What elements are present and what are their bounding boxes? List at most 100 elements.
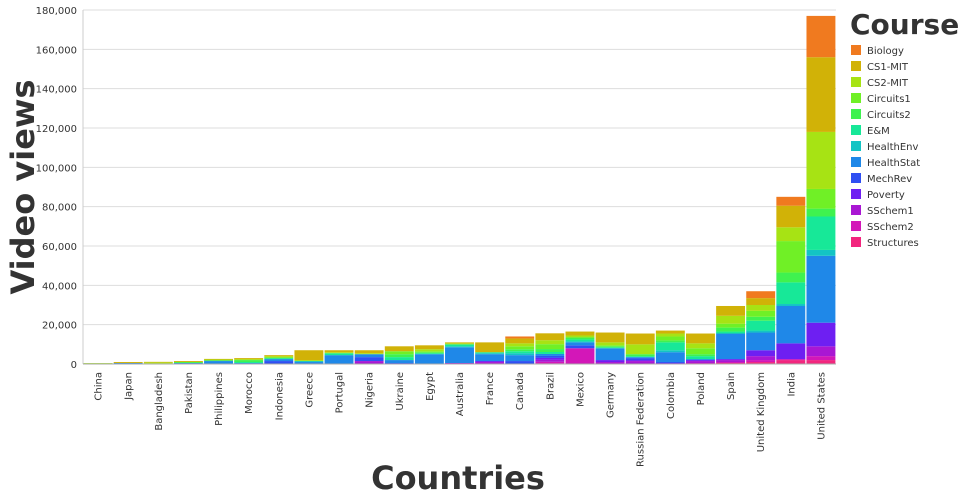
bar-segment	[234, 359, 264, 361]
bar-segment	[354, 361, 384, 364]
x-tick-label: Portugal	[335, 372, 346, 413]
bar-segment	[595, 346, 625, 348]
bar-segment	[264, 355, 294, 357]
bar-segment	[565, 342, 595, 346]
legend-label: SSchem1	[867, 206, 914, 217]
bar-segment	[535, 352, 565, 354]
bar-segment	[776, 343, 806, 360]
y-tick-label: 120,000	[36, 124, 77, 135]
legend-swatch	[851, 205, 861, 215]
bar-segment	[384, 357, 414, 361]
bar-segment	[324, 355, 354, 364]
bar-segment	[595, 362, 625, 364]
bar-segment	[625, 361, 655, 364]
bar-segment	[535, 349, 565, 352]
bar-segment	[806, 249, 836, 256]
bar-segment	[625, 360, 655, 362]
bar-segment	[655, 330, 685, 334]
bar-segment	[324, 350, 354, 353]
legend-label: Circuits2	[867, 110, 911, 121]
bar-segment	[655, 352, 685, 363]
legend-title: Course	[850, 8, 959, 41]
bar-segment	[264, 357, 294, 359]
bar-segment	[776, 282, 806, 305]
legend-swatch	[851, 221, 861, 231]
bar-segment	[204, 360, 233, 362]
bar-segment	[806, 208, 836, 217]
x-tick-label: Egypt	[425, 372, 436, 401]
x-tick-label: China	[94, 372, 105, 401]
bar-segment	[686, 354, 715, 357]
bar-segment	[414, 354, 444, 364]
bar-segment	[565, 335, 595, 338]
x-tick-label: Brazil	[545, 372, 556, 400]
bar-segment	[294, 350, 324, 361]
bar-segment	[776, 272, 806, 283]
bar-segment	[686, 356, 715, 360]
bar-segment	[746, 360, 776, 363]
bar-segment	[234, 358, 264, 360]
bar-segment	[716, 360, 746, 363]
bar-segment	[535, 355, 565, 358]
y-tick-label: 140,000	[36, 85, 77, 96]
bar-segment	[535, 357, 565, 360]
bar-segment	[264, 356, 294, 358]
x-tick-label: Mexico	[575, 372, 586, 407]
bar-segment	[354, 357, 384, 362]
x-tick-label: Ukraine	[395, 372, 406, 411]
legend-label: Structures	[867, 238, 919, 249]
bar-segment	[535, 359, 565, 362]
bar-segment	[414, 349, 444, 352]
bar-segment	[173, 361, 203, 363]
bar-segment	[505, 355, 535, 362]
x-tick-label: United States	[816, 372, 827, 440]
x-tick-label: Nigeria	[365, 372, 376, 408]
bar-segment	[354, 353, 384, 355]
bar-segment	[505, 361, 535, 364]
legend-label: Poverty	[867, 190, 905, 201]
bar-segment	[595, 342, 625, 346]
bar-segment	[746, 332, 776, 351]
x-tick-label: Japan	[124, 372, 135, 401]
x-tick-label: Pakistan	[184, 372, 195, 414]
x-tick-label: Germany	[606, 372, 617, 418]
bar-segment	[414, 351, 444, 353]
bar-segment	[324, 353, 354, 356]
x-tick-label: Colombia	[666, 372, 677, 419]
bar-segment	[445, 347, 474, 364]
x-tick-label: India	[786, 372, 797, 397]
y-tick-label: 160,000	[36, 45, 77, 56]
bar-segment	[655, 336, 685, 341]
bar-segment	[535, 361, 565, 364]
legend-swatch	[851, 109, 861, 119]
legend-swatch	[851, 45, 861, 55]
bar-segment	[776, 360, 806, 364]
bar-segment	[746, 320, 776, 331]
bar-segment	[655, 362, 685, 364]
bar-segment	[414, 345, 444, 350]
y-tick-label: 60,000	[42, 242, 77, 253]
bar-segment	[445, 343, 474, 345]
x-tick-label: Australia	[455, 372, 466, 416]
y-tick-label: 100,000	[36, 163, 77, 174]
legend-swatch	[851, 61, 861, 71]
bar-segment	[143, 362, 173, 364]
y-tick-label: 80,000	[42, 203, 77, 214]
bar-segment	[505, 338, 535, 344]
legend-label: Circuits1	[867, 94, 911, 105]
bar-segment	[475, 362, 505, 364]
bar-segment	[475, 353, 505, 355]
bar-segment	[294, 360, 324, 362]
bar-segment	[776, 305, 806, 344]
bar-segment	[234, 360, 264, 363]
bar-segment	[746, 305, 776, 311]
legend-label: HealthStat	[867, 158, 920, 169]
bar-segment	[445, 344, 474, 347]
legend-swatch	[851, 77, 861, 87]
bar-segment	[264, 359, 294, 362]
bar-segment	[414, 352, 444, 354]
bar-segment	[354, 350, 384, 354]
bar-segment	[595, 332, 625, 343]
y-tick-label: 40,000	[42, 281, 77, 292]
